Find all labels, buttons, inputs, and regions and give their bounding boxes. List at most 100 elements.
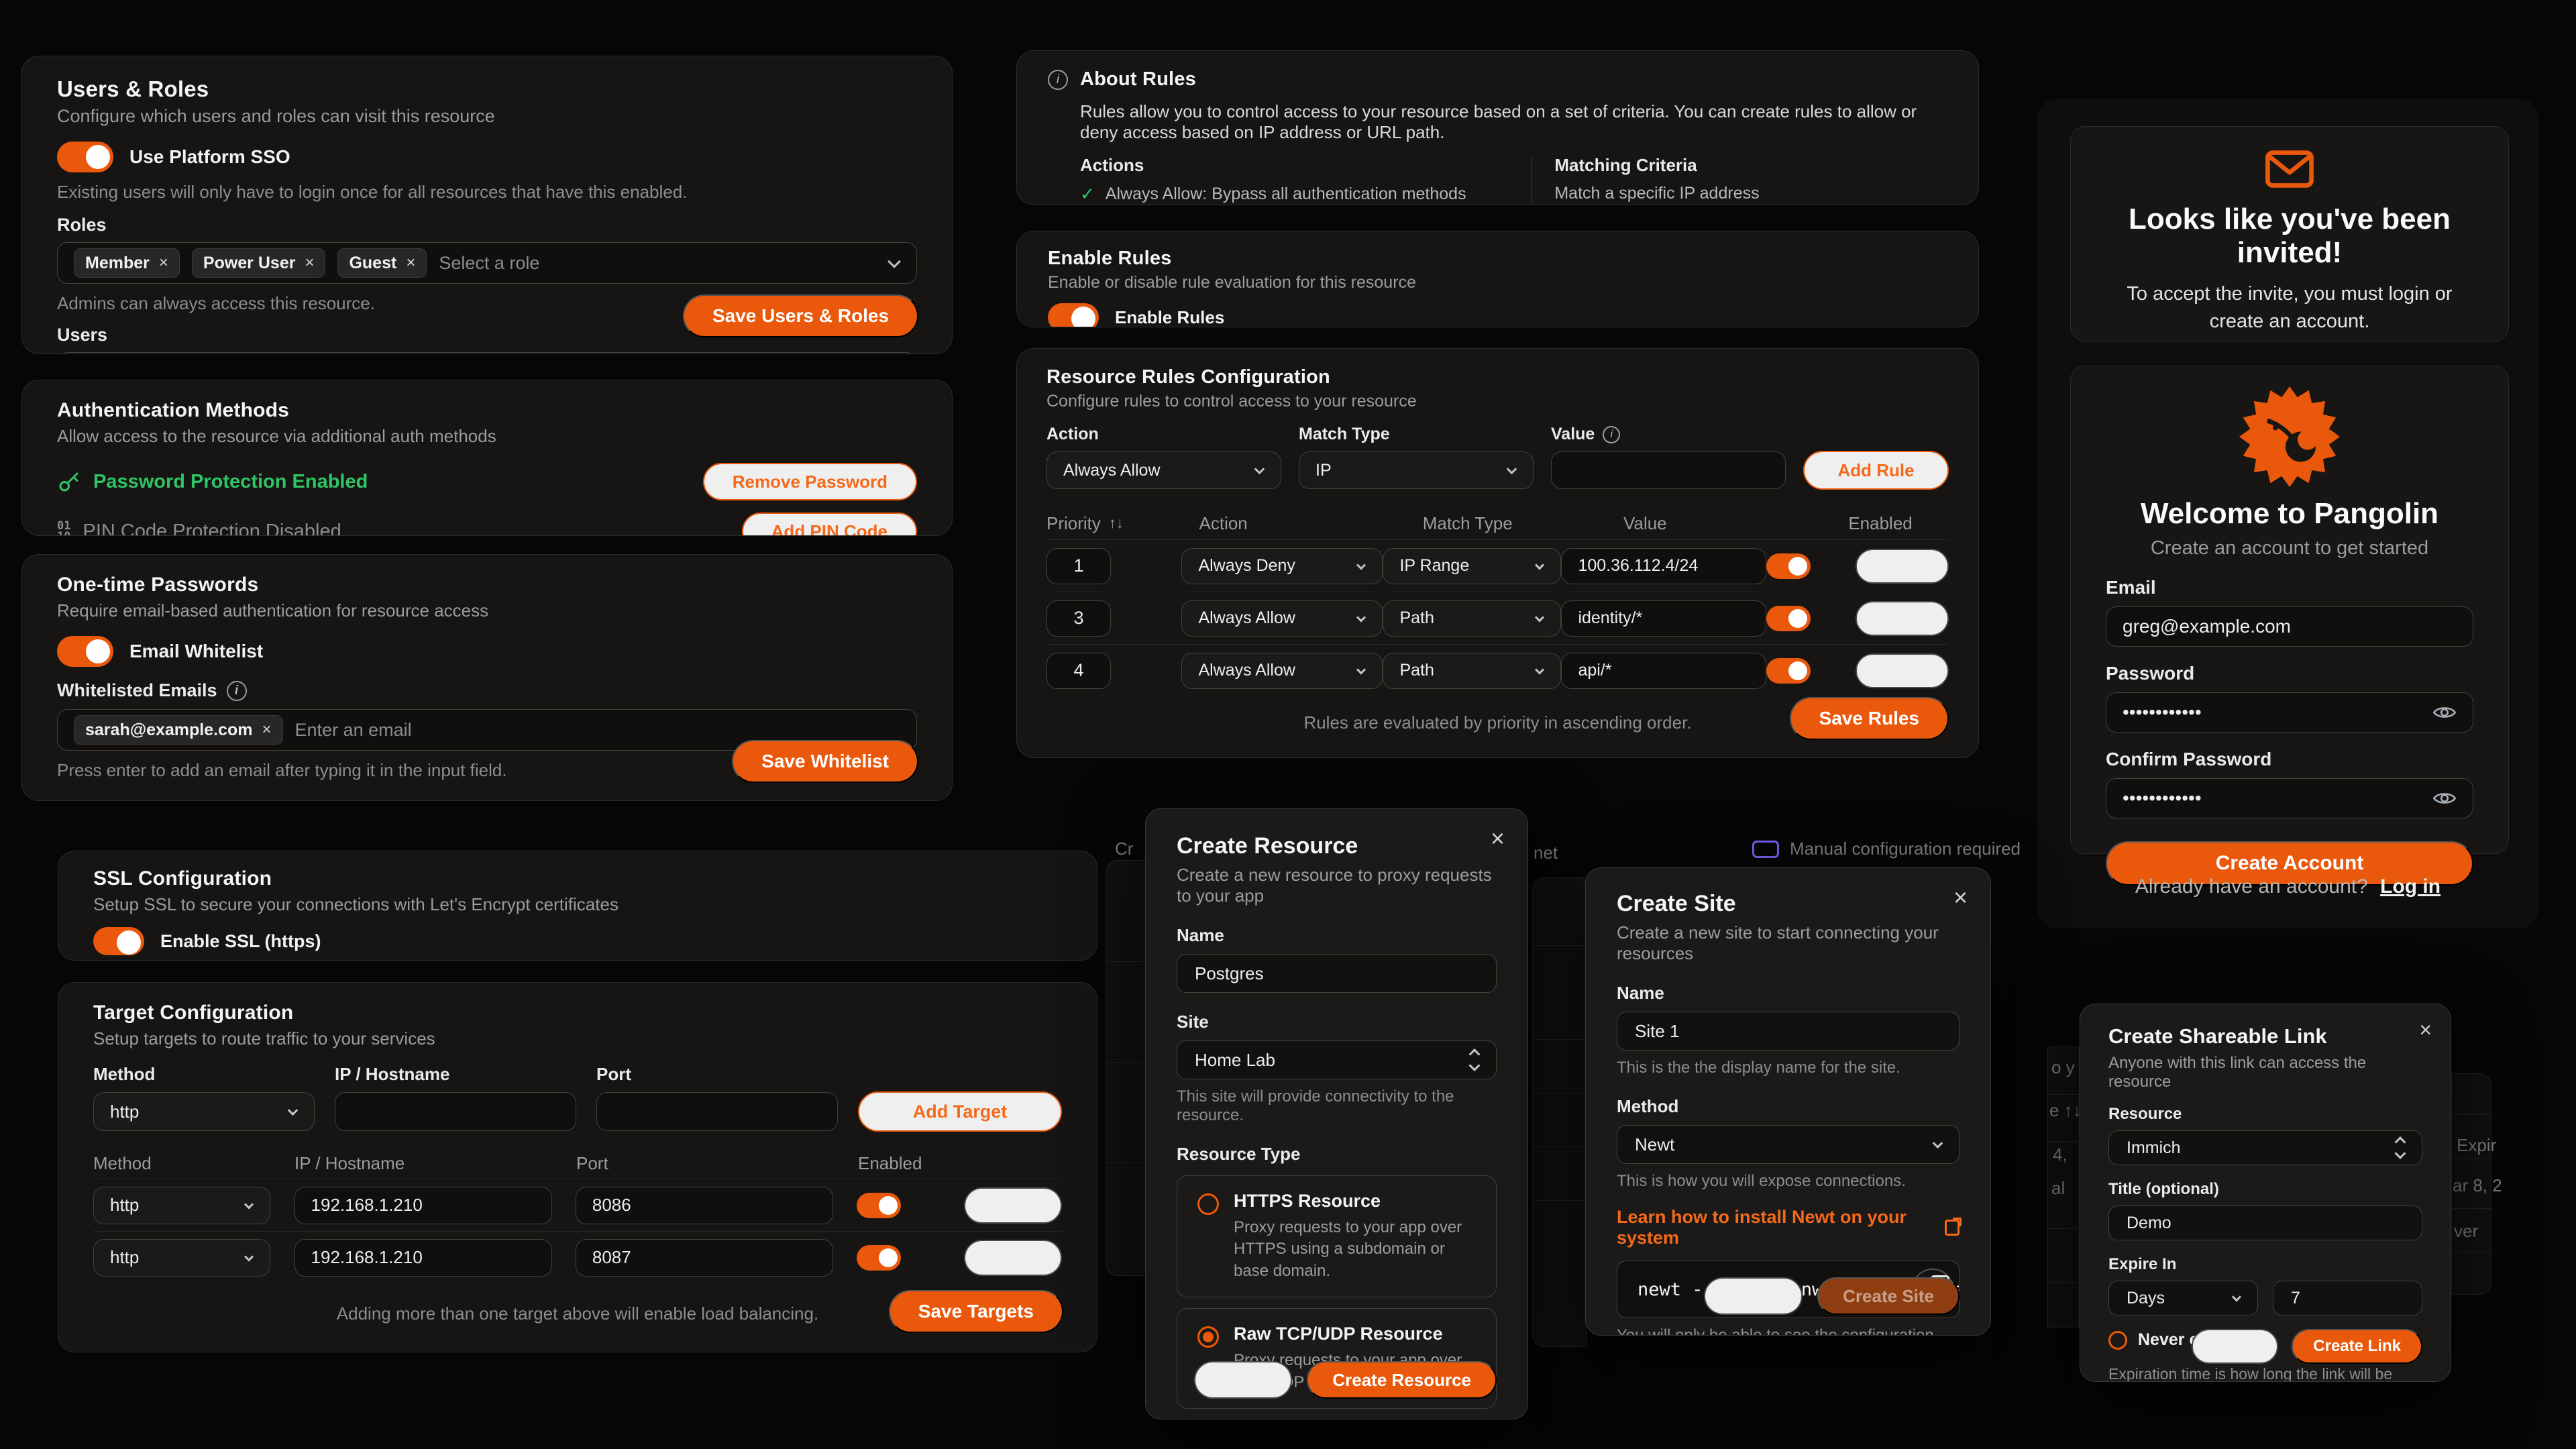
add-rule-button[interactable]: Add Rule	[1803, 451, 1949, 490]
close-button[interactable]: Close	[1193, 1361, 1293, 1399]
users-label: Users	[57, 325, 108, 345]
target-method-select[interactable]: http	[93, 1238, 270, 1277]
clipped-text-fragment: e ↑↓	[2049, 1100, 2082, 1120]
install-newt-link[interactable]: Learn how to install Newt on your system	[1617, 1207, 1907, 1248]
rule-action-select[interactable]: Always Allow	[1046, 451, 1281, 489]
clipped-text-fragment: net	[1534, 843, 1558, 863]
eye-icon[interactable]	[2432, 790, 2457, 807]
email-chip[interactable]: sarah@example.com ×	[74, 715, 283, 745]
delete-rule-button[interactable]: Delete	[1855, 548, 1949, 584]
rule-priority-input[interactable]: 1	[1046, 547, 1111, 584]
resource-select[interactable]: Immich	[2108, 1130, 2422, 1165]
create-site-button[interactable]: Create Site	[1817, 1277, 1960, 1315]
invite-page-panel: Looks like you've been invited! To accep…	[2037, 99, 2538, 928]
target-method-select[interactable]: http	[93, 1186, 270, 1224]
rule-priority-input[interactable]: 3	[1046, 600, 1111, 637]
password-input[interactable]: ••••••••••••	[2106, 692, 2473, 733]
roles-multiselect[interactable]: Member × Power User × Guest × Select a role	[57, 242, 917, 284]
site-name-input[interactable]: Site 1	[1617, 1012, 1960, 1051]
create-site-modal: × Create Site Create a new site to start…	[1585, 867, 1991, 1336]
chevron-down-icon	[244, 1251, 254, 1262]
target-enabled-toggle[interactable]	[857, 1192, 902, 1218]
method-select[interactable]: http	[93, 1092, 315, 1131]
rule-value-input[interactable]: api/*	[1561, 652, 1767, 689]
target-ip-input[interactable]: 192.168.1.210	[294, 1238, 552, 1277]
remove-chip-icon[interactable]: ×	[158, 254, 168, 272]
confirm-password-input[interactable]: ••••••••••••	[2106, 778, 2473, 818]
delete-target-button[interactable]: Delete	[963, 1187, 1063, 1224]
target-enabled-toggle[interactable]	[857, 1244, 902, 1271]
create-resource-button[interactable]: Create Resource	[1307, 1361, 1497, 1399]
delete-target-button[interactable]: Delete	[963, 1239, 1063, 1276]
create-link-button[interactable]: Create Link	[2292, 1329, 2422, 1364]
target-port-input[interactable]: 8086	[575, 1186, 833, 1224]
rule-enabled-toggle[interactable]	[1766, 657, 1811, 684]
https-resource-option[interactable]: HTTPS Resource Proxy requests to your ap…	[1177, 1175, 1497, 1298]
save-targets-button[interactable]: Save Targets	[888, 1290, 1063, 1333]
remove-password-button[interactable]: Remove Password	[702, 463, 917, 500]
never-expire-radio[interactable]	[2108, 1330, 2127, 1350]
remove-chip-icon[interactable]: ×	[305, 254, 315, 272]
auth-methods-title: Authentication Methods	[57, 399, 290, 421]
close-icon[interactable]: ×	[1490, 824, 1505, 852]
rule-match-select[interactable]: Path	[1383, 652, 1562, 689]
resource-name-input[interactable]: Postgres	[1177, 954, 1497, 993]
target-port-input[interactable]: 8087	[575, 1238, 833, 1277]
method-select[interactable]: Newt	[1617, 1125, 1960, 1164]
rule-value-input[interactable]: identity/*	[1561, 600, 1767, 637]
rule-match-select[interactable]: Path	[1383, 600, 1562, 637]
role-chip[interactable]: Power User ×	[191, 248, 326, 278]
port-input[interactable]	[596, 1092, 838, 1131]
targets-subtitle: Setup targets to route traffic to your s…	[93, 1028, 435, 1049]
users-roles-card: Users & Roles Configure which users and …	[21, 56, 953, 354]
rule-match-select[interactable]: IP	[1299, 451, 1534, 489]
add-target-button[interactable]: Add Target	[858, 1091, 1062, 1132]
eye-icon[interactable]	[2432, 704, 2457, 721]
enable-ssl-toggle[interactable]	[93, 927, 144, 955]
radio-icon[interactable]	[1197, 1193, 1219, 1215]
rule-priority-input[interactable]: 4	[1046, 652, 1111, 689]
rule-action-select[interactable]: Always Allow	[1181, 600, 1383, 637]
rule-enabled-toggle[interactable]	[1766, 553, 1811, 579]
chevron-down-icon	[1535, 559, 1545, 570]
close-button[interactable]: Close	[1704, 1277, 1803, 1315]
save-whitelist-button[interactable]: Save Whitelist	[732, 740, 918, 783]
radio-selected-icon[interactable]	[1197, 1326, 1219, 1348]
delete-rule-button[interactable]: Delete	[1855, 653, 1949, 688]
rule-match-value: IP	[1316, 460, 1332, 480]
email-input[interactable]: greg@example.com	[2106, 606, 2473, 647]
rule-enabled-toggle[interactable]	[1766, 605, 1811, 631]
remove-chip-icon[interactable]: ×	[262, 720, 272, 739]
rule-row: 3 Always Allow Path identity/* Delete	[1046, 592, 1949, 644]
site-select[interactable]: Home Lab	[1177, 1040, 1497, 1079]
clipped-text-fragment: ver	[2454, 1221, 2479, 1241]
title-input[interactable]: Demo	[2108, 1205, 2422, 1240]
rule-action-select[interactable]: Always Deny	[1181, 547, 1383, 584]
delete-rule-button[interactable]: Delete	[1855, 600, 1949, 636]
rule-match-select[interactable]: IP Range	[1383, 547, 1562, 584]
close-icon[interactable]: ×	[1953, 883, 1968, 911]
target-ip-input[interactable]: 192.168.1.210	[294, 1186, 552, 1224]
email-whitelist-toggle[interactable]	[57, 636, 113, 667]
role-chip[interactable]: Guest ×	[337, 248, 427, 278]
use-platform-sso-toggle[interactable]	[57, 142, 113, 172]
expire-value-input[interactable]: 7	[2273, 1281, 2422, 1316]
sort-icon[interactable]: ↑↓	[1108, 515, 1124, 531]
close-button[interactable]: Close	[2191, 1329, 2279, 1364]
users-multiselect[interactable]: jim@example.com× sally@example.com× Sele…	[57, 352, 917, 354]
enable-rules-toggle[interactable]	[1048, 303, 1099, 327]
remove-chip-icon[interactable]: ×	[406, 254, 416, 272]
log-in-link[interactable]: Log in	[2380, 875, 2441, 898]
rule-action-select[interactable]: Always Allow	[1181, 652, 1383, 689]
expire-unit-select[interactable]: Days	[2108, 1281, 2258, 1316]
save-rules-button[interactable]: Save Rules	[1789, 697, 1949, 740]
close-icon[interactable]: ×	[2419, 1018, 2432, 1042]
role-chip[interactable]: Member ×	[74, 248, 180, 278]
save-users-roles-button[interactable]: Save Users & Roles	[682, 294, 918, 337]
create-account-button[interactable]: Create Account	[2106, 841, 2473, 885]
add-pin-code-button[interactable]: Add PIN Code	[741, 513, 917, 535]
ip-hostname-input[interactable]	[335, 1092, 576, 1131]
rule-value-input[interactable]: 100.36.112.4/24	[1561, 547, 1767, 584]
create-site-title: Create Site	[1617, 891, 1736, 916]
rule-value-input[interactable]	[1551, 451, 1786, 489]
